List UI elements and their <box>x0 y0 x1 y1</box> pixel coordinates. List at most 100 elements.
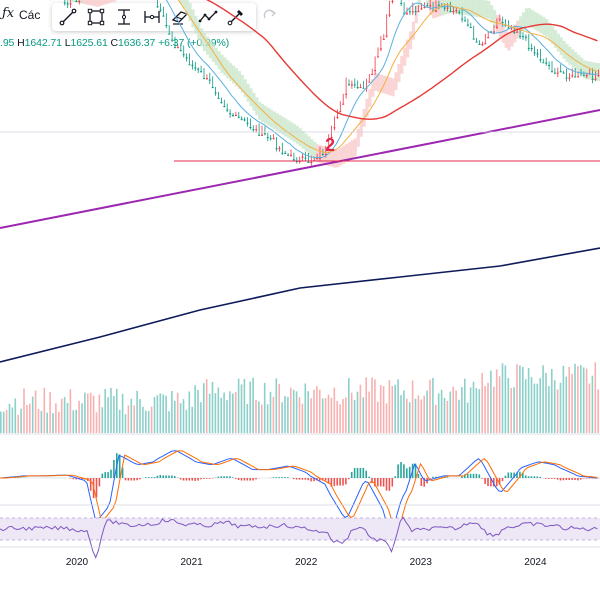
macd-histogram-bar <box>220 476 222 478</box>
volume-bar <box>519 365 521 433</box>
cloud-segment <box>249 88 253 107</box>
candle-body <box>232 115 234 117</box>
volume-bar <box>501 363 504 433</box>
volume-bar <box>510 388 512 433</box>
macd-histogram-bar <box>124 478 127 481</box>
volume-bar <box>5 409 8 433</box>
volume-bar <box>75 409 77 433</box>
macd-histogram-bar <box>223 476 225 478</box>
cloud-segment <box>229 62 233 81</box>
volume-bar <box>290 387 292 433</box>
volume-bar <box>524 379 527 433</box>
macd-histogram-bar <box>513 472 515 478</box>
volume-bar <box>46 412 48 433</box>
volume-bar <box>185 409 188 433</box>
candle-body <box>437 4 440 6</box>
volume-bar <box>533 383 536 433</box>
macd-histogram-bar <box>194 478 196 481</box>
macd-histogram-bar <box>490 478 492 487</box>
cloud-segment <box>284 118 288 137</box>
macd-histogram-bar <box>394 476 396 478</box>
candle-body <box>475 41 478 43</box>
candle-body <box>223 106 226 108</box>
candle-body <box>310 161 313 163</box>
trend-line-tool[interactable] <box>54 4 82 30</box>
volume-bar <box>339 404 341 433</box>
macd-histogram-bar <box>295 478 298 480</box>
macd-histogram-bar <box>359 467 362 478</box>
redo-icon[interactable] <box>262 7 278 23</box>
rectangle-tool[interactable] <box>82 4 110 30</box>
time-axis: 2020 2021 2022 2023 2024 <box>66 557 547 568</box>
volume-bar <box>63 397 66 433</box>
cloud-segment <box>440 0 444 16</box>
candle-body <box>539 59 542 61</box>
cloud-segment <box>316 144 320 163</box>
macd-histogram-bar <box>406 468 408 478</box>
macd-histogram-bar <box>145 477 147 478</box>
macd-histogram-bar <box>133 478 135 481</box>
candle-body <box>423 6 426 8</box>
candle-body <box>200 71 203 73</box>
cloud-segment <box>287 120 291 139</box>
candle-body <box>220 102 223 104</box>
volume-bar <box>8 403 11 433</box>
macd-histogram-bar <box>522 472 524 478</box>
candle-body <box>591 78 594 80</box>
annotations: 2 <box>325 135 335 155</box>
candle-body <box>461 18 464 20</box>
candle-body <box>66 3 69 5</box>
candle-body <box>211 87 214 89</box>
volume-bar <box>104 388 106 433</box>
horizontal-range-tool[interactable] <box>138 4 166 30</box>
volume-bar <box>350 392 353 433</box>
cloud-segment <box>84 0 88 5</box>
macd-histogram-bar <box>539 476 541 478</box>
macd-histogram-bar <box>577 478 579 481</box>
volume-bar <box>220 397 222 433</box>
macd-histogram-bar <box>553 478 556 479</box>
candle-body <box>420 8 423 10</box>
cloud-segment <box>504 30 508 48</box>
macd-histogram-bar <box>495 478 498 487</box>
volume-bar <box>382 386 385 433</box>
candle-body <box>324 153 327 155</box>
vertical-range-tool[interactable] <box>110 4 138 30</box>
volume-bar <box>556 389 559 433</box>
candle-body <box>298 161 301 163</box>
cloud-segment <box>307 136 311 155</box>
candle-body <box>524 36 527 38</box>
cloud-segment <box>258 101 262 120</box>
macd-histogram-bar <box>72 478 75 480</box>
candle-body <box>356 87 359 89</box>
candle-body <box>568 77 571 79</box>
function-icon[interactable]: ƒx <box>2 6 15 21</box>
candle-body <box>382 38 385 40</box>
macd-histogram-bar <box>548 478 550 479</box>
macd-histogram-bar <box>168 475 170 478</box>
macd-histogram-bar <box>185 478 188 481</box>
path-tool[interactable] <box>194 4 222 30</box>
candle-body <box>272 138 275 140</box>
ohlc-high: 1642.71 <box>24 37 62 49</box>
volume-bar <box>121 393 124 433</box>
macd-histogram-bar <box>588 478 591 479</box>
macd-histogram-bar <box>582 478 585 479</box>
cloud-segment <box>588 61 592 80</box>
candle-body <box>478 43 481 45</box>
candle-body <box>519 35 522 37</box>
volume-bar <box>513 387 515 433</box>
cloud-segment <box>408 31 413 50</box>
indicator-label[interactable]: Các <box>19 8 41 22</box>
cloud-segment <box>272 111 276 130</box>
volume-bar <box>223 392 225 433</box>
volume-bar <box>116 388 118 433</box>
cloud-segment <box>484 0 488 19</box>
macd-histogram-bar <box>510 472 512 478</box>
cloud-segment <box>374 72 378 91</box>
macd-signal-line <box>0 450 598 532</box>
volume-bar <box>495 369 498 433</box>
cloud-segment <box>298 128 302 147</box>
cloud-segment <box>385 76 389 95</box>
